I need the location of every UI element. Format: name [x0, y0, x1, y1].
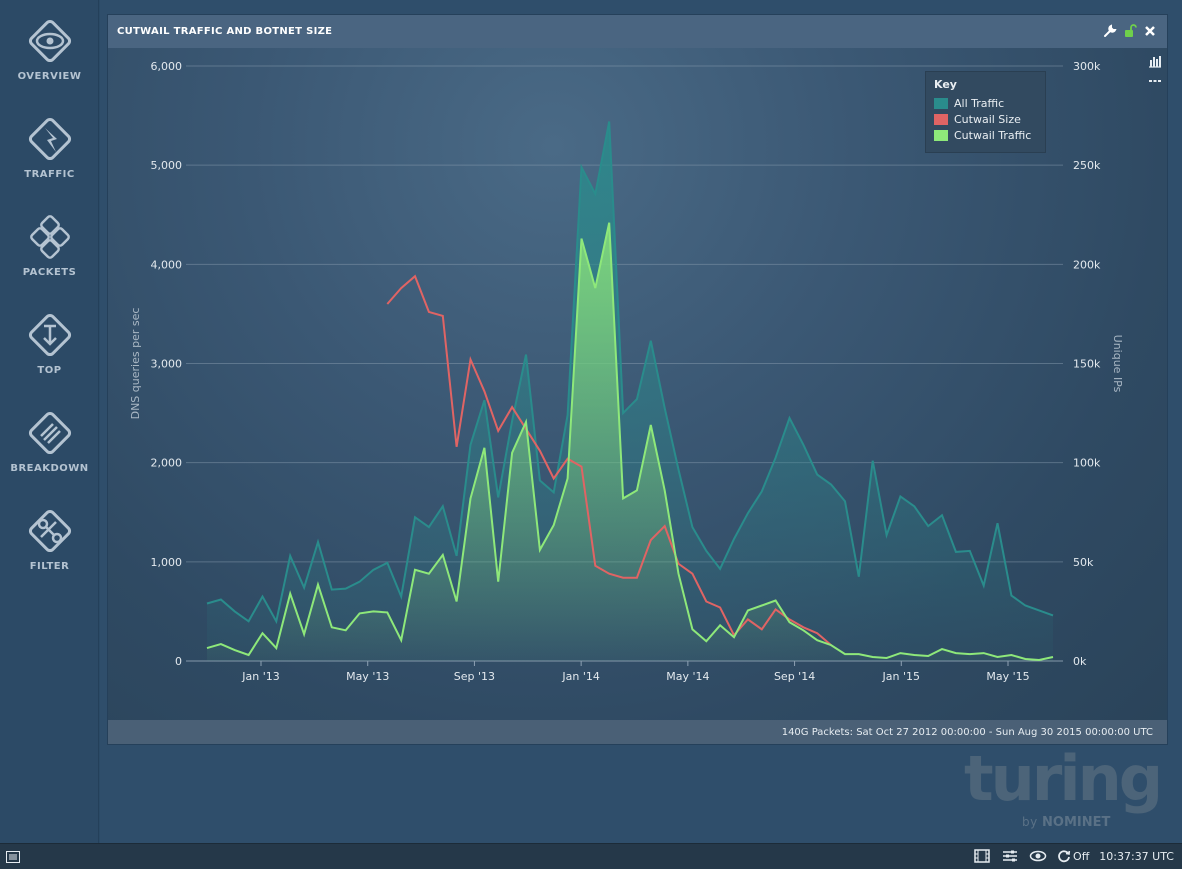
bar-chart-icon[interactable] [1148, 53, 1162, 68]
series-cutwail-traffic-line [206, 222, 1054, 662]
logo-by: by [1022, 815, 1038, 829]
y-tick-label: 5,000 [151, 159, 183, 172]
nav-traffic-label: TRAFFIC [24, 169, 75, 180]
legend-swatch [934, 129, 948, 141]
eye-toggle-icon[interactable] [1029, 849, 1047, 863]
refresh-state: Off [1073, 849, 1090, 863]
series-all-traffic-area [207, 121, 1053, 661]
y-axis-title: DNS queries per sec [129, 308, 142, 420]
panel-title: CUTWAIL TRAFFIC AND BOTNET SIZE [117, 26, 333, 37]
y2-axis-title: Unique IPs [1111, 335, 1124, 393]
x-tick-label: Jan '13 [241, 670, 279, 683]
status-right: Off 10:37:37 UTC [973, 849, 1174, 863]
series-cutwail-size-line [386, 274, 832, 646]
unlock-icon[interactable] [1123, 23, 1137, 37]
y-tick-label: 1,000 [151, 556, 183, 569]
top-icon [28, 313, 71, 357]
y-tick-label: 6,000 [151, 60, 183, 73]
close-icon[interactable] [1143, 23, 1157, 37]
nav-filter[interactable]: FILTER [0, 504, 99, 594]
status-bar: Off 10:37:37 UTC [0, 843, 1182, 869]
lightning-icon [28, 117, 71, 161]
x-tick-label: May '15 [986, 670, 1029, 683]
refresh-icon [1058, 850, 1071, 863]
side-tools [1147, 53, 1163, 87]
legend-label: Cutwail Size [954, 112, 1021, 126]
logo-brand: NOMINET [1042, 815, 1111, 830]
y2-tick-label: 200k [1073, 258, 1101, 271]
y-tick-label: 4,000 [151, 258, 183, 271]
clock-time: 10:37:37 UTC [1099, 849, 1174, 863]
logo-byline: by NOMINET [1022, 815, 1110, 830]
nav-top-label: TOP [37, 365, 62, 376]
turing-logo: turing by NOMINET [964, 742, 1169, 834]
series-cutwail-traffic-area [207, 222, 1053, 661]
auto-refresh-toggle[interactable]: Off [1057, 849, 1089, 863]
x-tick-label: Jan '14 [561, 670, 599, 683]
nav-overview-label: OVERVIEW [17, 71, 82, 82]
nav-breakdown[interactable]: BREAKDOWN [0, 406, 99, 496]
menu-icon[interactable] [6, 850, 20, 863]
chart-legend: Key All Traffic Cutwail Size Cutwail Tra… [925, 71, 1046, 153]
film-icon[interactable] [973, 849, 991, 863]
y-tick-label: 3,000 [151, 358, 183, 371]
nav-overview[interactable]: OVERVIEW [0, 14, 99, 104]
panel-tools [1103, 23, 1157, 37]
nav-top[interactable]: TOP [0, 308, 99, 398]
y2-tick-label: 250k [1073, 159, 1101, 172]
legend-swatch [934, 97, 948, 109]
x-tick-label: Sep '14 [774, 670, 815, 683]
y-tick-label: 0 [175, 655, 182, 668]
y2-tick-label: 50k [1073, 556, 1094, 569]
sliders-icon[interactable] [1001, 849, 1019, 863]
filter-icon [28, 509, 71, 553]
y2-tick-label: 100k [1073, 457, 1101, 470]
legend-label: All Traffic [954, 96, 1005, 110]
x-tick-label: Jan '15 [882, 670, 920, 683]
packets-icon [29, 215, 70, 259]
nav-packets[interactable]: PACKETS [0, 210, 99, 300]
panel-header: CUTWAIL TRAFFIC AND BOTNET SIZE [108, 15, 1167, 48]
y2-tick-label: 0k [1073, 655, 1087, 668]
nav-breakdown-label: BREAKDOWN [10, 463, 89, 474]
y2-tick-label: 150k [1073, 358, 1101, 371]
nav-filter-label: FILTER [29, 561, 70, 572]
x-tick-label: May '13 [346, 670, 389, 683]
legend-item-all-traffic[interactable]: All Traffic [934, 95, 1037, 111]
legend-title: Key [934, 78, 957, 91]
logo-word: turing [964, 742, 1163, 815]
sidebar: OVERVIEW TRAFFIC PACKETS TOP BREAKDOWN [0, 0, 99, 843]
legend-swatch [934, 113, 948, 125]
y2-tick-label: 300k [1073, 60, 1101, 73]
panel-footer: 140G Packets: Sat Oct 27 2012 00:00:00 -… [108, 720, 1167, 744]
legend-label: Cutwail Traffic [954, 128, 1032, 142]
legend-item-cutwail-traffic[interactable]: Cutwail Traffic [934, 127, 1037, 143]
list-icon [28, 411, 71, 455]
nav-packets-label: PACKETS [22, 267, 77, 278]
series-all-traffic-line [206, 121, 1054, 625]
eye-icon [28, 19, 71, 63]
chart-panel: CUTWAIL TRAFFIC AND BOTNET SIZE 0 0k 1,000… [107, 14, 1168, 745]
x-tick-label: May '14 [666, 670, 709, 683]
chart: 0 0k 1,000 50k 2,000 100k 3,000 150k 4,000 200k 5,… [129, 60, 1124, 683]
x-tick-label: Sep '13 [454, 670, 495, 683]
legend-item-cutwail-size[interactable]: Cutwail Size [934, 111, 1037, 127]
more-icon[interactable] [1148, 73, 1162, 87]
wrench-icon[interactable] [1103, 23, 1117, 37]
packet-range-text: 140G Packets: Sat Oct 27 2012 00:00:00 -… [781, 726, 1153, 738]
nav-traffic[interactable]: TRAFFIC [0, 112, 99, 202]
y-tick-label: 2,000 [151, 457, 183, 470]
